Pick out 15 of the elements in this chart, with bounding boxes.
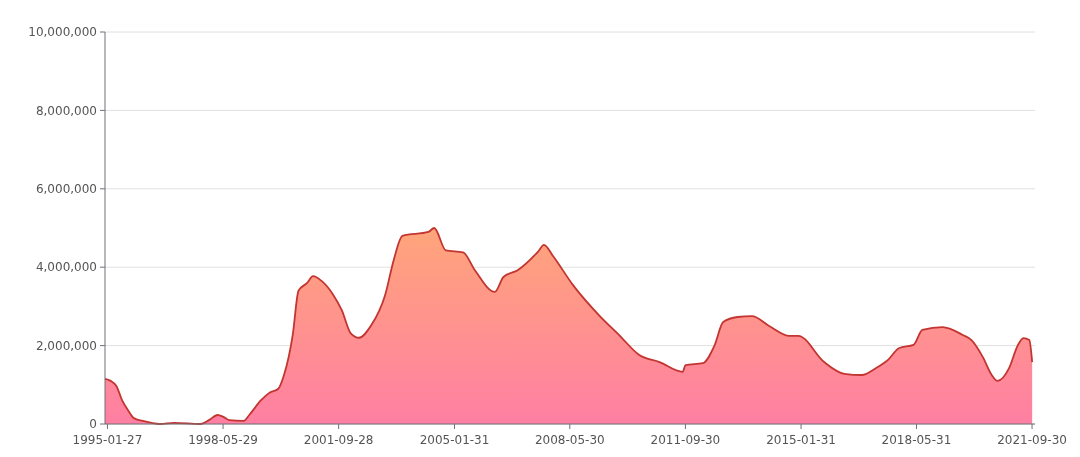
x-tick-label: 2018-05-31 <box>881 433 952 447</box>
y-tick-label: 6,000,000 <box>35 182 97 196</box>
x-tick-label: 2011-09-30 <box>650 433 721 447</box>
y-tick-label: 2,000,000 <box>35 338 97 353</box>
x-tick-label: 2001-09-28 <box>303 433 374 447</box>
x-tick-label: 1995-01-27 <box>72 433 143 447</box>
x-tick-label: 1998-05-29 <box>188 433 258 447</box>
x-tick-label: 2008-05-30 <box>534 433 605 447</box>
x-tick-label: 2005-01-31 <box>419 433 490 447</box>
y-tick-label: 0 <box>89 417 97 432</box>
y-tick-label: 8,000,000 <box>35 103 97 118</box>
y-tick-label: 4,000,000 <box>35 260 97 275</box>
x-tick-label: 2015-01-31 <box>766 433 836 447</box>
x-tick-label: 2021-09-30 <box>997 433 1067 447</box>
y-tick-label: 10,000,000 <box>28 25 97 40</box>
